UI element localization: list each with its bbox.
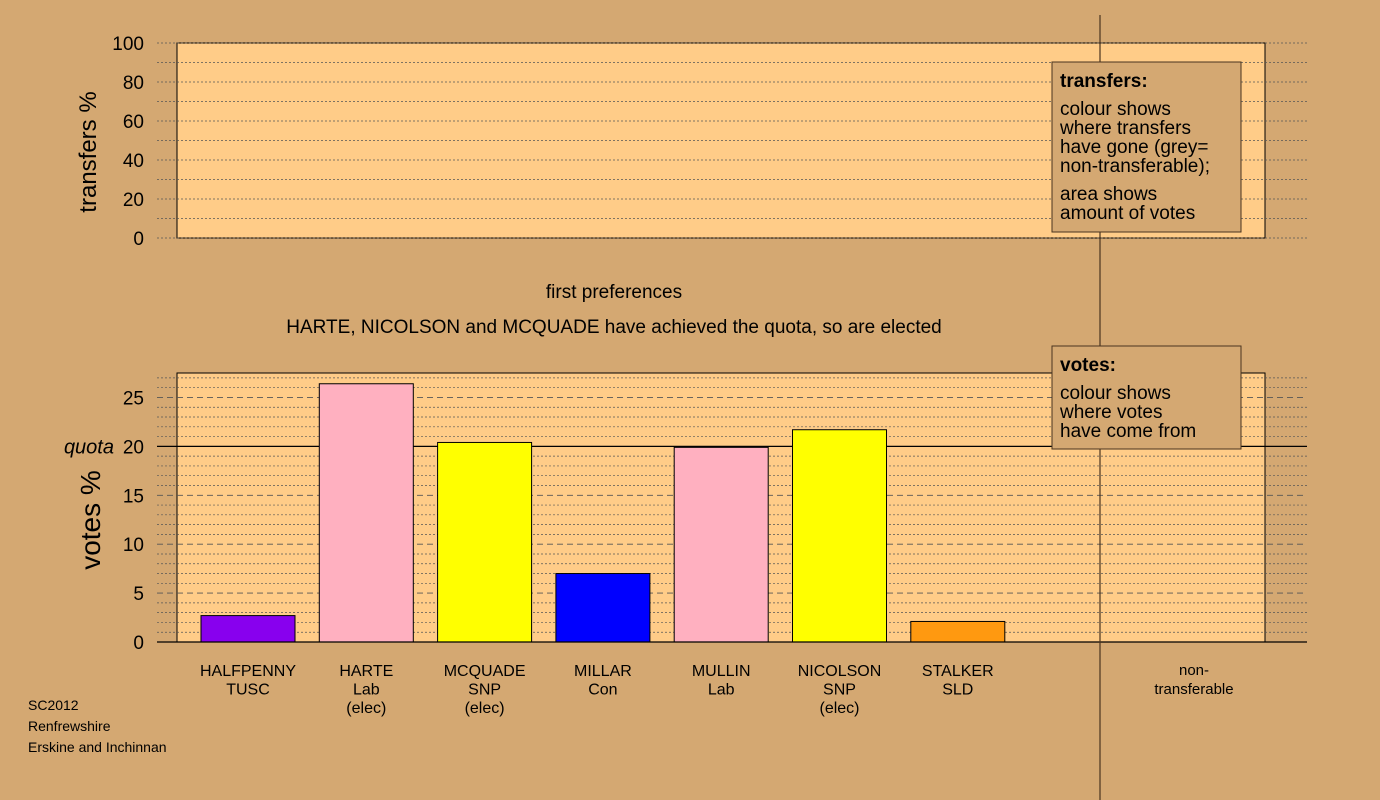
transfers-legend-box xyxy=(1051,61,1242,233)
votes-y-axis-label: votes % xyxy=(75,470,106,570)
votes-legend: votes: colour shows where votes have com… xyxy=(1051,345,1242,450)
category-label: HARTE xyxy=(339,663,393,680)
footer: SC2012 Renfrewshire Erskine and Inchinna… xyxy=(28,697,167,755)
category-label: MCQUADE xyxy=(444,663,526,680)
category-label: HALFPENNY xyxy=(200,663,296,680)
bar xyxy=(555,573,651,643)
category-label: SNP xyxy=(468,682,501,699)
category-label: NICOLSON xyxy=(798,663,882,680)
votes-legend-box xyxy=(1051,345,1242,450)
votes-legend-line: colour shows xyxy=(1060,383,1171,404)
transfers-tick-label: 80 xyxy=(123,73,144,94)
chart-subtitle: HARTE, NICOLSON and MCQUADE have achieve… xyxy=(286,317,941,338)
category-labels: HALFPENNYTUSCHARTELab(elec)MCQUADESNP(el… xyxy=(200,663,994,717)
transfers-legend-line: amount of votes xyxy=(1060,203,1195,224)
bar xyxy=(910,620,1006,643)
transfers-tick-label: 20 xyxy=(123,190,144,211)
category-label: MULLIN xyxy=(692,663,751,680)
category-label: Lab xyxy=(708,682,735,699)
category-label: MILLAR xyxy=(574,663,632,680)
category-label: (elec) xyxy=(346,700,386,717)
category-label: TUSC xyxy=(226,682,270,699)
transfers-tick-label: 0 xyxy=(133,229,144,250)
votes-tick-label: 5 xyxy=(133,584,144,605)
quota-label: quota xyxy=(64,436,114,458)
votes-tick-label: 0 xyxy=(133,633,144,654)
category-label: SLD xyxy=(942,682,973,699)
nontransferable-label-line2: transferable xyxy=(1154,681,1233,698)
category-label: Lab xyxy=(353,682,380,699)
bar xyxy=(200,615,296,643)
category-label: STALKER xyxy=(922,663,994,680)
transfers-legend-line: have gone (grey= xyxy=(1060,137,1208,158)
votes-tick-label: 15 xyxy=(123,486,144,507)
category-label: SNP xyxy=(823,682,856,699)
category-label: Con xyxy=(588,682,617,699)
nontransferable-label-line1: non- xyxy=(1179,662,1209,679)
transfers-legend-line: non-transferable); xyxy=(1060,156,1210,177)
votes-bars xyxy=(200,383,1006,643)
transfers-tick-label: 100 xyxy=(112,34,144,55)
transfers-y-ticks: 0 20 40 60 80 100 xyxy=(112,34,144,250)
bar xyxy=(673,446,769,643)
transfers-legend-line: where transfers xyxy=(1059,118,1191,139)
votes-y-ticks: 0 5 10 15 20 25 xyxy=(123,388,144,654)
bar xyxy=(792,429,887,643)
footer-election: SC2012 xyxy=(28,697,79,713)
votes-tick-label: 20 xyxy=(123,437,144,458)
transfers-tick-label: 40 xyxy=(123,151,144,172)
votes-legend-line: where votes xyxy=(1059,402,1162,423)
category-label: (elec) xyxy=(465,700,505,717)
transfers-legend-line: colour shows xyxy=(1060,99,1171,120)
transfers-y-axis-label: transfers % xyxy=(75,91,102,212)
footer-ward: Erskine and Inchinnan xyxy=(28,739,167,755)
votes-tick-label: 25 xyxy=(123,388,144,409)
transfers-tick-label: 60 xyxy=(123,112,144,133)
votes-legend-title: votes: xyxy=(1060,355,1116,376)
transfers-legend-title: transfers: xyxy=(1060,71,1148,92)
transfers-legend-line: area shows xyxy=(1060,184,1157,205)
category-label: (elec) xyxy=(819,700,859,717)
transfers-legend: transfers: colour shows where transfers … xyxy=(1051,61,1242,233)
bar xyxy=(437,441,533,643)
bar xyxy=(318,383,414,643)
footer-council: Renfrewshire xyxy=(28,718,111,734)
votes-legend-line: have come from xyxy=(1060,421,1196,442)
chart-title: first preferences xyxy=(546,282,682,303)
votes-tick-label: 10 xyxy=(123,535,144,556)
